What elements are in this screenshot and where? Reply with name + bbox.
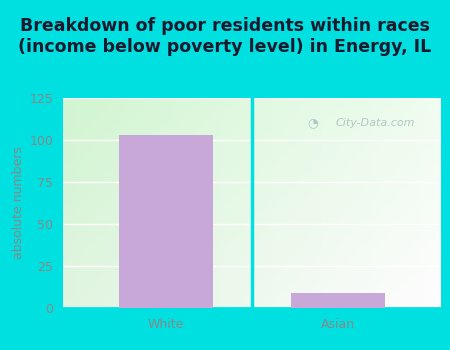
Bar [291,293,385,308]
Bar [119,135,213,308]
Text: City-Data.com: City-Data.com [335,118,414,128]
Y-axis label: absolute numbers: absolute numbers [12,147,25,259]
Text: ◔: ◔ [307,117,318,130]
Text: Breakdown of poor residents within races
(income below poverty level) in Energy,: Breakdown of poor residents within races… [18,18,432,56]
